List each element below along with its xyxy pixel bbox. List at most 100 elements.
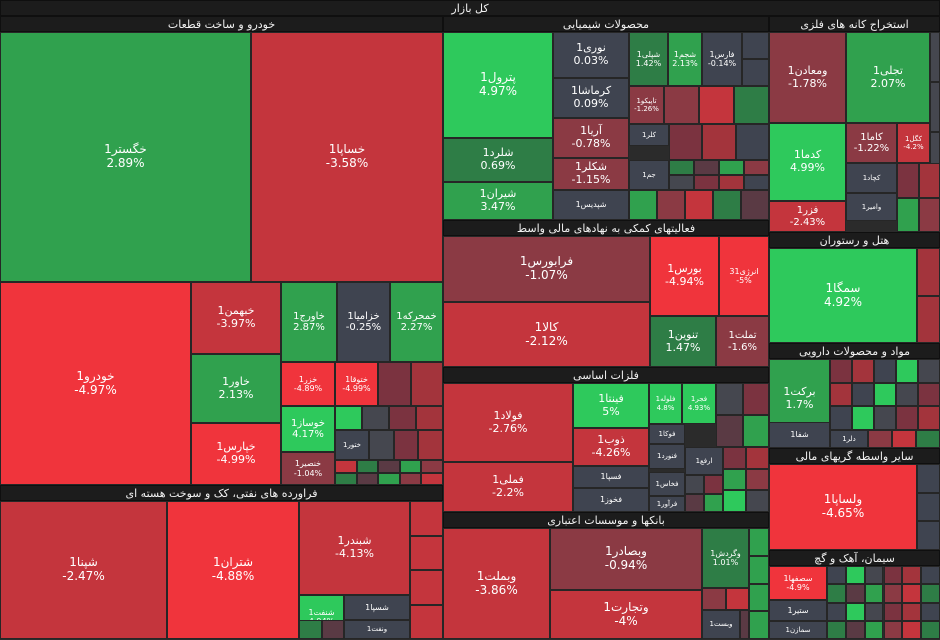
stock-tile-فلوله1[interactable]: فلوله1 4.8% bbox=[649, 383, 682, 424]
stock-tile-سمگا1[interactable]: سمگا1 4.92% bbox=[769, 248, 917, 343]
minor-stock-tile[interactable] bbox=[740, 610, 749, 639]
stock-tile-فملی1[interactable]: فملی1 -2.2% bbox=[443, 462, 573, 512]
minor-stock-tile[interactable] bbox=[746, 490, 769, 512]
minor-stock-tile[interactable] bbox=[418, 430, 443, 460]
minor-stock-tile[interactable] bbox=[719, 160, 744, 175]
stock-tile-خنصیر1[interactable]: خنصیر1 -1.04% bbox=[281, 452, 335, 485]
stock-tile-ختوقا1[interactable]: ختوقا1 -4.99% bbox=[335, 362, 378, 406]
minor-stock-tile[interactable] bbox=[356, 472, 379, 485]
minor-stock-tile[interactable] bbox=[723, 468, 746, 491]
minor-stock-tile[interactable] bbox=[685, 190, 713, 220]
stock-tile-خزر1[interactable]: خزر1 -4.89% bbox=[281, 362, 335, 406]
minor-stock-tile[interactable] bbox=[335, 460, 357, 473]
minor-stock-tile[interactable] bbox=[734, 86, 769, 124]
stock-tile-خوساز1[interactable]: خوساز1 4.17% bbox=[281, 406, 335, 452]
minor-stock-tile[interactable] bbox=[410, 501, 443, 536]
stock-tile-خبهمن1[interactable]: خبهمن1 -3.97% bbox=[191, 282, 281, 354]
minor-stock-tile[interactable] bbox=[742, 59, 769, 86]
minor-stock-tile[interactable] bbox=[827, 602, 846, 621]
minor-stock-tile[interactable] bbox=[702, 588, 726, 610]
stock-tile-شجم1[interactable]: شجم1 2.13% bbox=[668, 32, 702, 86]
minor-stock-tile[interactable] bbox=[930, 82, 940, 132]
minor-stock-tile[interactable] bbox=[896, 359, 918, 383]
stock-tile-سمازن1[interactable]: سمازن1 bbox=[769, 621, 827, 639]
minor-stock-tile[interactable] bbox=[742, 383, 769, 415]
stock-tile-وبصادر1[interactable]: وبصادر1 -0.94% bbox=[550, 528, 702, 590]
minor-stock-tile[interactable] bbox=[389, 406, 416, 430]
minor-stock-tile[interactable] bbox=[669, 160, 694, 175]
stock-tile-شیران1[interactable]: شیران1 3.47% bbox=[443, 182, 553, 220]
minor-stock-tile[interactable] bbox=[335, 472, 357, 485]
minor-stock-tile[interactable] bbox=[664, 86, 699, 124]
stock-tile-دلر1[interactable]: دلر1 bbox=[830, 430, 868, 448]
minor-stock-tile[interactable] bbox=[716, 383, 743, 415]
minor-stock-tile[interactable] bbox=[749, 555, 769, 584]
minor-stock-tile[interactable] bbox=[741, 190, 769, 220]
minor-stock-tile[interactable] bbox=[356, 460, 379, 473]
minor-stock-tile[interactable] bbox=[704, 493, 723, 512]
minor-stock-tile[interactable] bbox=[918, 163, 940, 198]
stock-tile-ولساپا1[interactable]: ولساپا1 -4.65% bbox=[769, 464, 917, 550]
minor-stock-tile[interactable] bbox=[378, 472, 400, 485]
minor-stock-tile[interactable] bbox=[897, 197, 919, 232]
stock-tile-پترول1[interactable]: پترول1 4.97% bbox=[443, 32, 553, 138]
stock-tile-ذوب1[interactable]: ذوب1 -4.26% bbox=[573, 428, 649, 466]
minor-stock-tile[interactable] bbox=[669, 175, 694, 190]
minor-stock-tile[interactable] bbox=[685, 493, 704, 512]
stock-tile-خگستر1[interactable]: خگستر1 2.89% bbox=[0, 32, 251, 282]
stock-tile-کاما1[interactable]: کاما1 -1.22% bbox=[846, 123, 897, 163]
stock-tile-ومعادن1[interactable]: ومعادن1 -1.78% bbox=[769, 32, 846, 123]
minor-stock-tile[interactable] bbox=[864, 602, 884, 621]
minor-stock-tile[interactable] bbox=[921, 566, 940, 585]
stock-tile-شپلی1[interactable]: شپلی1 1.42% bbox=[629, 32, 668, 86]
minor-stock-tile[interactable] bbox=[410, 362, 443, 406]
stock-tile-آریا1[interactable]: آریا1 -0.78% bbox=[553, 118, 629, 158]
stock-tile-فرآور1[interactable]: فرآور1 bbox=[649, 496, 685, 512]
minor-stock-tile[interactable] bbox=[321, 620, 344, 639]
stock-tile-وگردش1[interactable]: وگردش1 1.01% bbox=[702, 528, 749, 588]
minor-stock-tile[interactable] bbox=[746, 468, 769, 491]
minor-stock-tile[interactable] bbox=[883, 620, 903, 639]
minor-stock-tile[interactable] bbox=[845, 602, 865, 621]
minor-stock-tile[interactable] bbox=[410, 570, 443, 605]
minor-stock-tile[interactable] bbox=[830, 382, 852, 407]
minor-stock-tile[interactable] bbox=[852, 406, 874, 430]
minor-stock-tile[interactable] bbox=[918, 382, 940, 407]
minor-stock-tile[interactable] bbox=[421, 472, 443, 485]
stock-tile-خساپا1[interactable]: خساپا1 -3.58% bbox=[251, 32, 443, 282]
stock-tile-شلرد1[interactable]: شلرد1 0.69% bbox=[443, 138, 553, 182]
minor-stock-tile[interactable] bbox=[421, 460, 443, 473]
minor-stock-tile[interactable] bbox=[852, 382, 874, 407]
minor-stock-tile[interactable] bbox=[902, 584, 922, 603]
stock-tile-کچاد1[interactable]: کچاد1 bbox=[846, 163, 897, 193]
minor-stock-tile[interactable] bbox=[827, 566, 846, 585]
stock-tile-ستیر1[interactable]: ستیر1 bbox=[769, 600, 827, 621]
minor-stock-tile[interactable] bbox=[918, 359, 940, 383]
stock-tile-شسپا1[interactable]: شسپا1 bbox=[344, 595, 410, 620]
minor-stock-tile[interactable] bbox=[917, 464, 940, 493]
stock-tile-کلر1[interactable]: کلر1 bbox=[629, 124, 669, 146]
minor-stock-tile[interactable] bbox=[399, 460, 422, 473]
stock-tile-خاورج1[interactable]: خاورج1 2.87% bbox=[281, 282, 337, 362]
stock-tile-فزر1[interactable]: فزر1 -2.43% bbox=[769, 201, 846, 232]
minor-stock-tile[interactable] bbox=[657, 190, 685, 220]
minor-stock-tile[interactable] bbox=[749, 611, 769, 639]
minor-stock-tile[interactable] bbox=[917, 521, 940, 550]
minor-stock-tile[interactable] bbox=[369, 430, 394, 460]
stock-tile-خزامیا1[interactable]: خزامیا1 -0.25% bbox=[337, 282, 390, 362]
minor-stock-tile[interactable] bbox=[918, 197, 940, 232]
stock-tile-بورس1[interactable]: بورس1 -4.94% bbox=[650, 236, 719, 316]
minor-stock-tile[interactable] bbox=[704, 475, 723, 494]
minor-stock-tile[interactable] bbox=[299, 620, 322, 639]
minor-stock-tile[interactable] bbox=[896, 382, 918, 407]
stock-tile-فینتا1[interactable]: فینتا1 5% bbox=[573, 383, 649, 428]
minor-stock-tile[interactable] bbox=[410, 604, 443, 639]
stock-tile-شکلر1[interactable]: شکلر1 -1.15% bbox=[553, 158, 629, 190]
minor-stock-tile[interactable] bbox=[852, 359, 874, 383]
minor-stock-tile[interactable] bbox=[746, 447, 769, 469]
stock-tile-تاپیکو1[interactable]: تاپیکو1 -1.26% bbox=[629, 86, 664, 124]
minor-stock-tile[interactable] bbox=[669, 124, 703, 160]
minor-stock-tile[interactable] bbox=[892, 430, 916, 448]
minor-stock-tile[interactable] bbox=[827, 584, 846, 603]
minor-stock-tile[interactable] bbox=[399, 472, 422, 485]
